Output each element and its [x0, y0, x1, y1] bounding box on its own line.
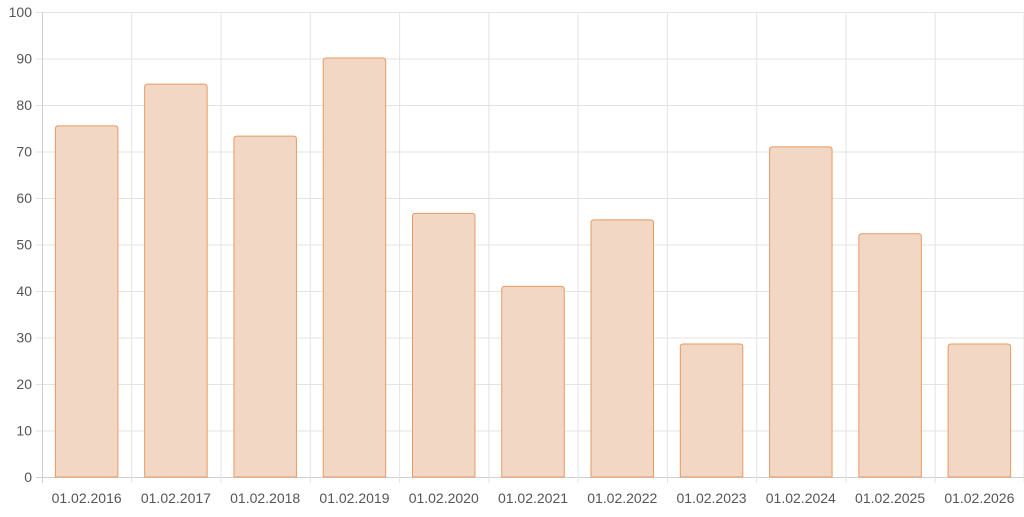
x-tick-label: 01.02.2019 — [319, 490, 389, 506]
x-tick-label: 01.02.2026 — [944, 490, 1014, 506]
y-tick-label: 20 — [16, 376, 32, 392]
y-tick-label: 100 — [9, 4, 33, 20]
x-tick-label: 01.02.2017 — [141, 490, 211, 506]
x-tick-label: 01.02.2024 — [766, 490, 836, 506]
bar-01.02.2021[interactable] — [501, 285, 565, 478]
bar-01.02.2025[interactable] — [858, 233, 922, 478]
y-tick-label: 50 — [16, 237, 32, 253]
bar-01.02.2026[interactable] — [947, 343, 1012, 478]
y-tick-label: 30 — [16, 330, 32, 346]
bar-01.02.2020[interactable] — [411, 212, 476, 478]
y-tick-label: 10 — [16, 423, 32, 439]
x-tick-label: 01.02.2020 — [409, 490, 479, 506]
y-tick-label: 60 — [16, 190, 32, 206]
x-tick-label: 01.02.2018 — [230, 490, 300, 506]
x-tick-label: 01.02.2021 — [498, 490, 568, 506]
bar-01.02.2018[interactable] — [233, 135, 297, 478]
bar-01.02.2022[interactable] — [590, 219, 655, 478]
bar-01.02.2016[interactable] — [54, 125, 119, 478]
y-axis-labels: 0 10 20 30 40 50 60 70 80 90 100 — [9, 4, 33, 485]
bar-01.02.2024[interactable] — [769, 146, 833, 478]
x-tick-label: 01.02.2022 — [587, 490, 657, 506]
bar-01.02.2017[interactable] — [144, 83, 208, 478]
y-tick-label: 80 — [16, 97, 32, 113]
x-tick-label: 01.02.2025 — [855, 490, 925, 506]
x-axis-labels: 01.02.2016 01.02.2017 01.02.2018 01.02.2019… — [52, 490, 1015, 506]
x-tick-label: 01.02.2016 — [52, 490, 122, 506]
y-tick-label: 90 — [16, 51, 32, 67]
bar-01.02.2023[interactable] — [679, 343, 744, 478]
y-tick-label: 40 — [16, 283, 32, 299]
y-tick-label: 0 — [24, 469, 32, 485]
x-tick-label: 01.02.2023 — [677, 490, 747, 506]
bars-layer — [54, 57, 1012, 478]
bar-01.02.2019[interactable] — [322, 57, 387, 478]
y-tick-label: 70 — [16, 144, 32, 160]
